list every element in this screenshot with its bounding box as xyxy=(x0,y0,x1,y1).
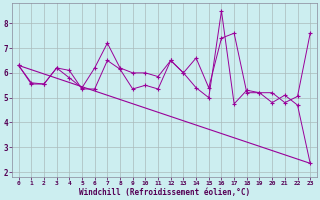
X-axis label: Windchill (Refroidissement éolien,°C): Windchill (Refroidissement éolien,°C) xyxy=(79,188,250,197)
